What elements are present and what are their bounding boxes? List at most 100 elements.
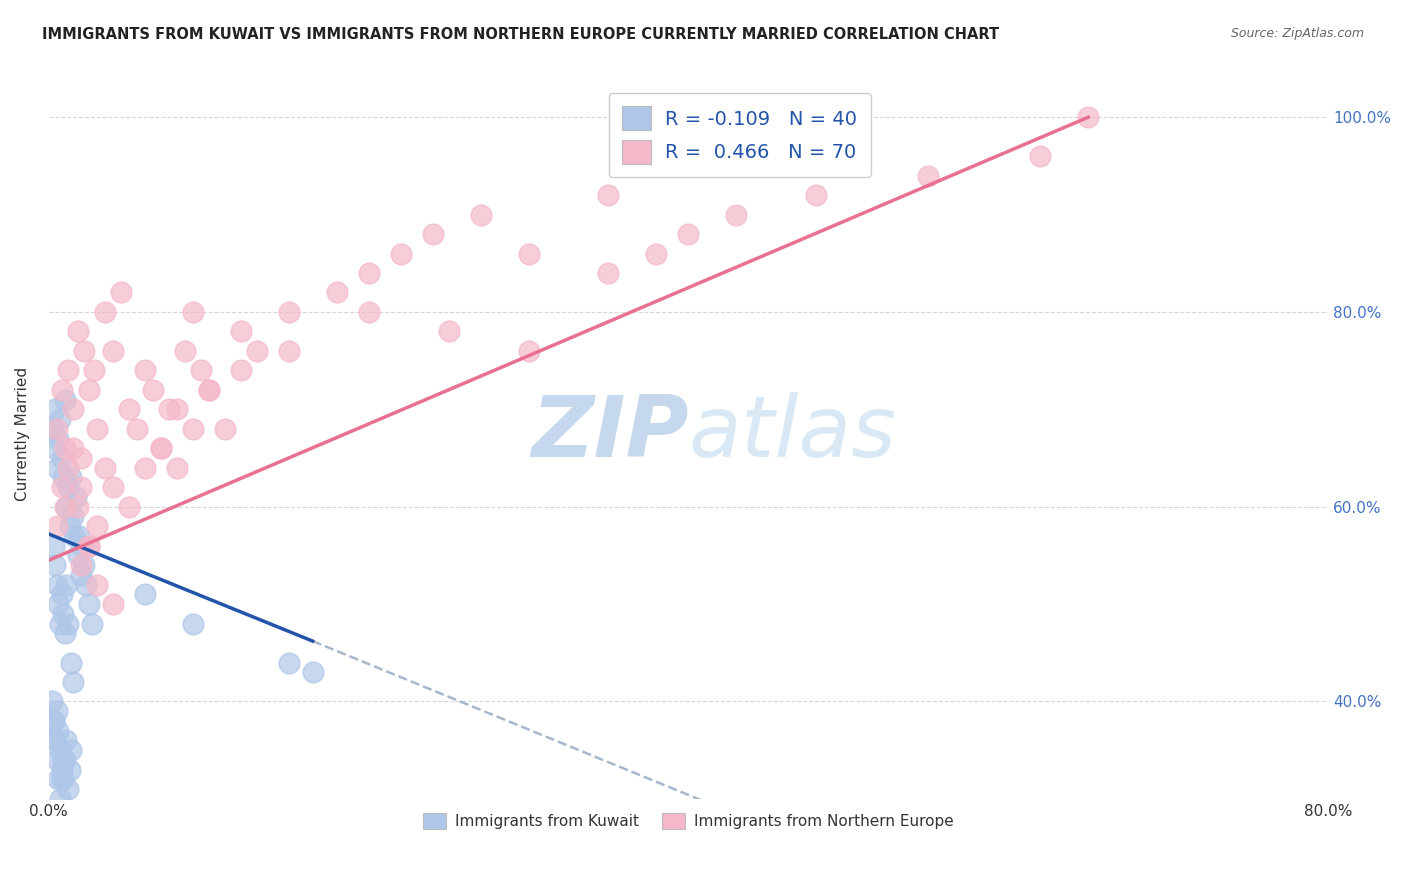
Point [246, 343, 269, 358]
Point [1077, 110, 1099, 124]
Point [422, 227, 444, 241]
Point [73, 558, 96, 573]
Point [63, 529, 86, 543]
Text: ZIP: ZIP [531, 392, 689, 475]
Point [49, 792, 72, 806]
Point [181, 616, 204, 631]
Legend: Immigrants from Kuwait, Immigrants from Northern Europe: Immigrants from Kuwait, Immigrants from … [418, 806, 960, 835]
Point [470, 208, 492, 222]
Text: IMMIGRANTS FROM KUWAIT VS IMMIGRANTS FROM NORTHERN EUROPE CURRENTLY MARRIED CORR: IMMIGRANTS FROM KUWAIT VS IMMIGRANTS FRO… [42, 27, 1000, 42]
Point [437, 325, 460, 339]
Point [52, 607, 75, 621]
Point [357, 266, 380, 280]
Point [53, 442, 76, 456]
Point [45, 460, 67, 475]
Point [51, 480, 73, 494]
Point [325, 285, 347, 300]
Point [1029, 149, 1052, 163]
Point [42, 714, 65, 728]
Point [55, 500, 77, 514]
Point [52, 753, 75, 767]
Point [75, 577, 97, 591]
Point [41, 422, 63, 436]
Point [149, 442, 172, 456]
Point [53, 626, 76, 640]
Point [86, 422, 108, 436]
Point [44, 558, 66, 573]
Point [73, 343, 96, 358]
Point [45, 753, 67, 767]
Y-axis label: Currently Married: Currently Married [15, 367, 30, 500]
Point [517, 343, 540, 358]
Point [725, 208, 748, 222]
Point [166, 402, 188, 417]
Point [46, 723, 69, 738]
Point [60, 470, 83, 484]
Point [118, 402, 141, 417]
Point [118, 500, 141, 514]
Point [86, 519, 108, 533]
Point [51, 383, 73, 397]
Point [72, 539, 94, 553]
Point [181, 305, 204, 319]
Point [62, 509, 84, 524]
Point [56, 363, 79, 377]
Point [86, 577, 108, 591]
Point [157, 402, 180, 417]
Point [301, 665, 323, 680]
Point [45, 519, 67, 533]
Point [49, 412, 72, 426]
Point [142, 383, 165, 397]
Point [51, 772, 73, 787]
Point [197, 383, 219, 397]
Point [60, 656, 83, 670]
Point [45, 422, 67, 436]
Point [125, 422, 148, 436]
Point [389, 246, 412, 260]
Point [55, 577, 77, 591]
Point [93, 305, 115, 319]
Text: atlas: atlas [689, 392, 897, 475]
Point [214, 422, 236, 436]
Point [80, 616, 103, 631]
Point [55, 733, 77, 747]
Point [66, 500, 89, 514]
Point [53, 753, 76, 767]
Point [51, 763, 73, 777]
Point [77, 383, 100, 397]
Point [66, 549, 89, 563]
Point [41, 694, 63, 708]
Point [93, 460, 115, 475]
Point [806, 188, 828, 202]
Point [77, 539, 100, 553]
Point [69, 480, 91, 494]
Point [101, 343, 124, 358]
Point [645, 246, 668, 260]
Point [53, 392, 76, 407]
Point [277, 656, 299, 670]
Point [42, 539, 65, 553]
Point [678, 227, 700, 241]
Point [173, 343, 195, 358]
Point [101, 597, 124, 611]
Point [51, 450, 73, 465]
Point [49, 616, 72, 631]
Point [46, 772, 69, 787]
Point [58, 763, 80, 777]
Point [62, 675, 84, 690]
Point [58, 519, 80, 533]
Point [44, 733, 66, 747]
Point [149, 442, 172, 456]
Point [229, 325, 252, 339]
Point [77, 539, 100, 553]
Point [166, 460, 188, 475]
Point [197, 383, 219, 397]
Point [67, 529, 90, 543]
Point [52, 470, 75, 484]
Point [190, 363, 212, 377]
Point [83, 363, 105, 377]
Point [56, 616, 79, 631]
Point [45, 577, 67, 591]
Point [51, 587, 73, 601]
Point [517, 246, 540, 260]
